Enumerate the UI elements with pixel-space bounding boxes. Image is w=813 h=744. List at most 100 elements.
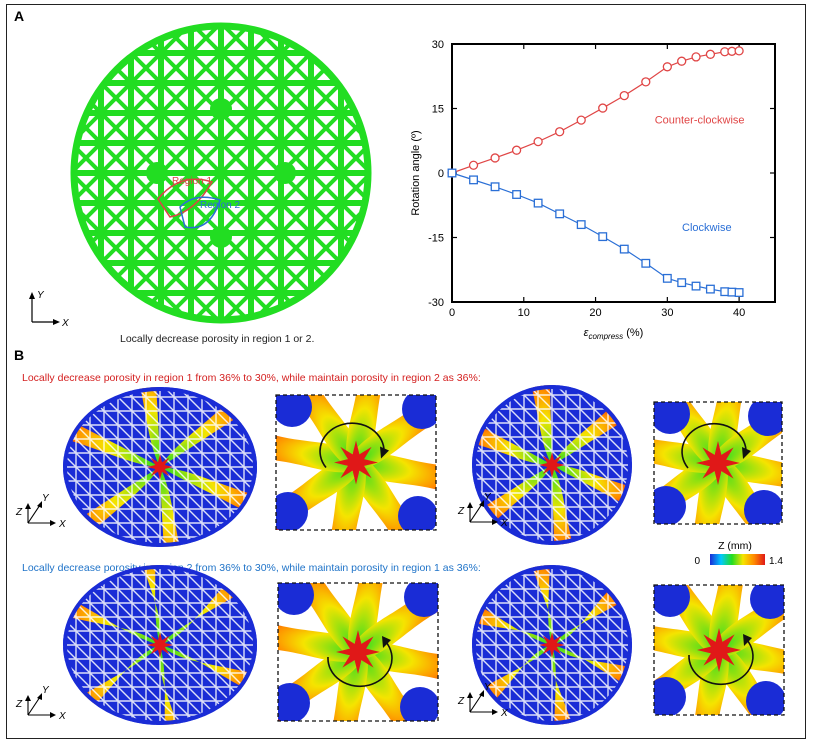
zoom-node xyxy=(404,583,438,617)
data-point xyxy=(727,287,737,297)
data-point xyxy=(691,52,701,62)
axis-y-label: Y xyxy=(37,290,45,301)
zoom-node xyxy=(750,585,784,619)
colorbar-max: 1.4 xyxy=(769,556,783,567)
deformed-disk-bottom-left xyxy=(63,565,257,725)
disk-rim xyxy=(472,565,632,725)
arrow-head xyxy=(380,446,389,459)
zoom-arm xyxy=(708,402,753,465)
axis-x-label: X xyxy=(58,519,66,530)
zoom-arm xyxy=(279,395,364,468)
colorbar-gradient xyxy=(710,554,765,565)
data-point xyxy=(447,168,457,178)
zoom-content xyxy=(276,395,436,530)
figure-frame xyxy=(6,4,806,739)
x-axis-label: εcompress (%) xyxy=(584,327,644,341)
zoom-arm xyxy=(356,642,438,687)
axis-x-label: X xyxy=(500,518,508,529)
data-point xyxy=(469,175,478,185)
disk-rim xyxy=(472,385,632,545)
y-axis-label: Rotation angle (º) xyxy=(410,130,422,215)
zoom-top-left xyxy=(275,394,437,531)
green-lattice-disk: Region 1 Region 2 xyxy=(70,22,372,324)
axis-z-label: Z xyxy=(457,506,465,517)
region-2-label: Region 2 xyxy=(200,200,240,211)
zoom-arm xyxy=(321,460,366,530)
deformation-arm xyxy=(550,645,577,725)
zoom-frame xyxy=(277,582,439,722)
rotation-arrow xyxy=(327,641,393,688)
row1-caption: Locally decrease porosity in region 1 fr… xyxy=(22,372,481,384)
zoom-bottom-left xyxy=(277,582,439,722)
zoom-arm xyxy=(348,583,393,654)
data-point xyxy=(734,46,744,56)
y-tick-label: -30 xyxy=(428,297,444,309)
data-point xyxy=(555,127,565,137)
data-point xyxy=(705,284,715,294)
zoom-arm xyxy=(348,457,433,530)
zoom-arm xyxy=(654,428,720,473)
data-point xyxy=(619,244,629,254)
data-point xyxy=(533,198,543,208)
zoom-frame xyxy=(653,584,785,716)
zoom-arm xyxy=(281,583,366,658)
axis-x-label: X xyxy=(500,708,508,719)
data-point xyxy=(576,115,586,125)
data-point xyxy=(490,182,500,192)
zoom-content xyxy=(278,583,438,721)
xy-axes-indicator: Y X xyxy=(29,290,69,329)
zoom-arm xyxy=(684,648,729,715)
disk-rim xyxy=(63,387,257,547)
zoom-node xyxy=(654,677,686,715)
rotation-angle-chart: 0 10 20 30 40 -30 -15 0 15 30 Counter-clockwise Clo… xyxy=(410,39,776,341)
zoom-arm xyxy=(350,646,435,721)
panel-a-label: A xyxy=(14,8,25,24)
zoom-node xyxy=(744,490,782,524)
zoom-node xyxy=(402,395,436,429)
center-star xyxy=(539,452,565,478)
zoom-node xyxy=(276,395,312,427)
zoom-arm xyxy=(346,395,391,465)
x-tick-label: 30 xyxy=(661,307,673,319)
data-point xyxy=(641,77,651,87)
xyz-axes-indicator: Z Y X xyxy=(15,685,66,722)
data-point xyxy=(468,160,479,170)
rotation-arrow xyxy=(681,422,747,469)
x-tick-label: 0 xyxy=(449,307,455,319)
axis-z-label: Z xyxy=(15,699,23,710)
data-point xyxy=(705,49,716,59)
disk-grid xyxy=(63,565,257,725)
data-point xyxy=(619,90,629,101)
data-point xyxy=(734,288,744,297)
zoom-arm xyxy=(323,650,368,721)
axis-y-label: Y xyxy=(484,492,492,503)
deformed-disk-top-right xyxy=(472,385,632,545)
center-star xyxy=(334,440,378,485)
center-star xyxy=(539,632,565,658)
axis-x-label: X xyxy=(61,318,69,329)
deformation-arm xyxy=(527,385,553,465)
axis-x-label: X xyxy=(58,711,66,722)
rotation-arrow xyxy=(319,422,385,469)
zoom-arm xyxy=(716,453,782,498)
xyz-axes-indicator: Z Y X xyxy=(457,682,508,719)
arrow-head xyxy=(382,636,391,648)
region-1-outline xyxy=(157,178,214,218)
lattice-node xyxy=(274,162,296,184)
y-tick-label: 15 xyxy=(432,104,444,116)
data-point xyxy=(576,220,586,230)
rotation-arrow xyxy=(688,639,754,686)
y-tick-label: 30 xyxy=(432,39,444,51)
data-point xyxy=(641,258,651,268)
axis-y-label: Y xyxy=(42,685,50,696)
deformed-disk-top-left xyxy=(63,387,257,547)
zoom-node xyxy=(278,683,310,721)
zoom-node xyxy=(276,492,308,530)
zoom-arm xyxy=(278,617,360,662)
data-point xyxy=(511,145,522,155)
lattice-rim xyxy=(70,22,372,324)
zoom-content xyxy=(654,402,782,524)
data-point xyxy=(677,278,687,288)
lattice-node xyxy=(146,162,168,184)
data-point xyxy=(677,56,687,66)
